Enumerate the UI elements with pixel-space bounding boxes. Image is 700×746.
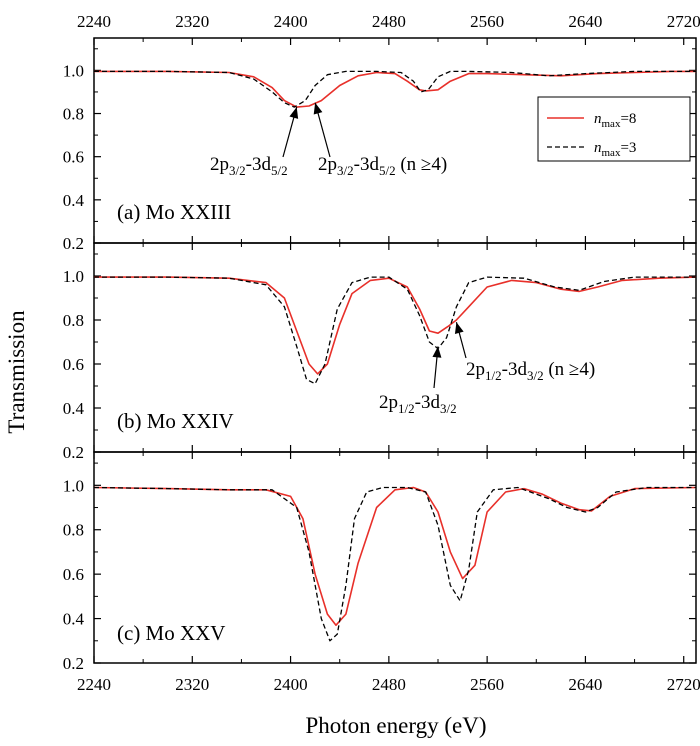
x-tick-label-top: 2240 [77,12,111,31]
annotation-arrowhead [432,346,442,358]
y-tick-label: 0.2 [63,443,84,462]
y-tick-label: 0.8 [63,521,84,540]
x-tick-label-top: 2560 [470,12,504,31]
panel-label: (c) Mo XXV [117,621,225,645]
x-tick-label-bottom: 2320 [175,675,209,694]
series-line-nmax8 [93,486,697,626]
y-tick-label: 1.0 [63,61,84,80]
y-tick-label: 1.0 [63,267,84,286]
y-tick-label: 0.6 [63,355,84,374]
annotation-arrowhead [454,322,464,334]
panel-label: (b) Mo XXIV [117,409,234,433]
series-line-nmax3 [94,70,696,108]
x-axis-title: Photon energy (eV) [306,713,487,738]
legend-label: nmax=8 [594,111,636,130]
legend: nmax=8 nmax=3 [537,96,691,162]
x-tick-label-top: 2640 [568,12,602,31]
y-tick-label: 0.4 [63,191,85,210]
x-tick-labels-top: 2240 2320 2400 2480 2560 2640 2720 [77,12,700,31]
x-tick-label-bottom: 2640 [568,675,602,694]
x-tick-label-bottom: 2240 [77,675,111,694]
annotation-label: 2p3/2-3d5/2 [210,154,288,178]
y-tick-label: 0.2 [63,234,84,253]
x-tick-labels-bottom: 2240 2320 2400 2480 2560 2640 2720 [77,675,700,694]
x-tick-label-bottom: 2560 [470,675,504,694]
y-tick-label: 1.0 [63,476,84,495]
panel-3: 0.2 0.4 0.6 0.8 1.0 (c) Mo XXV [63,451,697,673]
panel-frame [93,451,697,664]
y-tick-label: 0.8 [63,105,84,124]
series-line-nmax3 [94,276,696,385]
legend-label: nmax=3 [594,140,636,159]
annotation-label: 2p1/2-3d3/2 (n ≥4) [466,359,595,383]
annotation-label: 2p1/2-3d3/2 [379,392,457,416]
y-axis-title: Transmission [4,310,29,434]
chart-panels: 0.2 0.4 0.6 0.8 1.0 (a) Mo XXIII 2p3/2-3d5/2 2p… [63,37,697,673]
y-tick-label: 0.4 [63,399,85,418]
annotation-arrowhead [289,107,299,119]
y-tick-label: 0.4 [63,610,85,629]
series-line-nmax3 [93,486,696,642]
series-line-nmax8 [94,70,696,108]
y-tick-label: 0.6 [63,148,84,167]
series-line-nmax8 [94,276,697,375]
y-tick-label: 0.8 [63,311,84,330]
panel-label: (a) Mo XXIII [117,200,231,224]
x-tick-label-top: 2400 [274,12,308,31]
x-tick-label-bottom: 2480 [372,675,406,694]
x-tick-label-top: 2320 [175,12,209,31]
y-tick-label: 0.2 [63,654,84,673]
legend-box [537,96,691,162]
x-tick-label-bottom: 2720 [667,675,700,694]
x-tick-label-top: 2720 [667,12,700,31]
x-tick-label-top: 2480 [372,12,406,31]
y-tick-label: 0.6 [63,565,84,584]
x-tick-label-bottom: 2400 [274,675,308,694]
annotation-label: 2p3/2-3d5/2 (n ≥4) [318,154,447,178]
panel-2: 0.2 0.4 0.6 0.8 1.0 (b) Mo XXIV 2p1/2-3d3/2 2p1… [63,242,697,462]
annotation-arrowhead [313,102,323,115]
